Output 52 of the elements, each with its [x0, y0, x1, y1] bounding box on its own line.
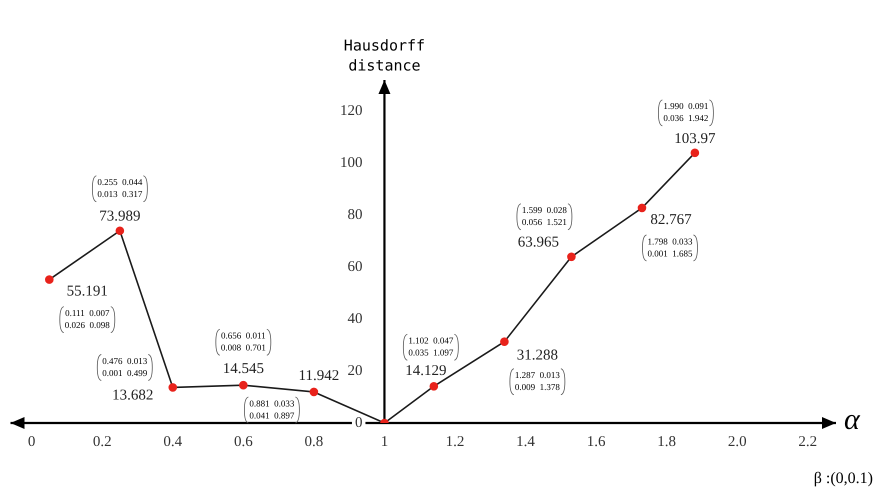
data-label: 103.97	[674, 130, 716, 147]
point	[690, 148, 700, 158]
annotation: 1.599 0.028 0.056 1.521	[522, 205, 568, 228]
x-axis-title: α	[844, 402, 861, 436]
point	[638, 204, 646, 212]
x-tick-label: 0.6	[234, 434, 254, 450]
point	[45, 275, 54, 284]
text: β :(0,0.1)	[814, 470, 873, 487]
y-tick-label: 40	[347, 311, 362, 327]
point	[567, 252, 576, 262]
annotation: 1.798 0.033 0.001 1.685	[647, 236, 693, 258]
y-axis-title: Hausdorff distance	[344, 36, 426, 74]
x-tick-label: 2.0	[728, 434, 747, 450]
y-tick-label: 80	[347, 207, 362, 224]
point	[430, 382, 438, 391]
x-tick-label: 1.2	[446, 434, 464, 450]
data-label: 14.129	[405, 363, 446, 380]
annotation: 0.656 0.011 0.008 0.701	[220, 330, 266, 353]
x-tick-label: 1	[380, 434, 388, 450]
x-tick-label: 1.6	[586, 434, 606, 450]
point	[168, 383, 178, 392]
data-label: 63.965	[518, 234, 560, 251]
x-tick-label: 1.4	[516, 434, 536, 450]
data-label: 11.942	[298, 368, 340, 384]
data-label: 73.989	[99, 208, 140, 225]
annotation: 0.255 0.044 0.013 0.317	[97, 177, 143, 200]
point	[116, 226, 124, 236]
data-label: 14.545	[222, 361, 264, 378]
annotation: 1.990 0.091 0.036 1.942	[663, 101, 708, 124]
y-tick-label: 60	[347, 259, 362, 276]
x-tick-label: 0.2	[92, 434, 112, 450]
data-label: 13.682	[112, 387, 154, 404]
y-tick-label: 120	[340, 103, 362, 120]
y-tick-label: 20	[347, 362, 362, 379]
point	[500, 337, 509, 346]
x-tick-label: 0	[28, 434, 36, 450]
x-tick-label: 0.4	[163, 434, 183, 450]
x-tick-label: 2.2	[798, 434, 818, 450]
annotation: 0.111 0.007 0.026 0.098	[64, 308, 110, 330]
y-tick-label: 100	[340, 155, 362, 172]
y-tick-label: 0	[354, 414, 362, 431]
x-tick-label: 0.8	[304, 434, 324, 450]
point	[239, 380, 248, 390]
data-label: 82.767	[650, 212, 692, 228]
annotation: 0.881 0.033 0.041 0.897	[249, 398, 295, 420]
x-tick-label: 1.8	[657, 434, 676, 450]
annotation: 0.476 0.013 0.001 0.499	[102, 356, 148, 378]
data-label: 31.288	[516, 348, 558, 364]
point	[310, 388, 318, 396]
annotation: 1.102 0.047 0.035 1.097	[408, 336, 454, 358]
annotation: 1.287 0.013 0.009 1.378	[514, 370, 560, 392]
data-label: 55.191	[66, 284, 108, 300]
